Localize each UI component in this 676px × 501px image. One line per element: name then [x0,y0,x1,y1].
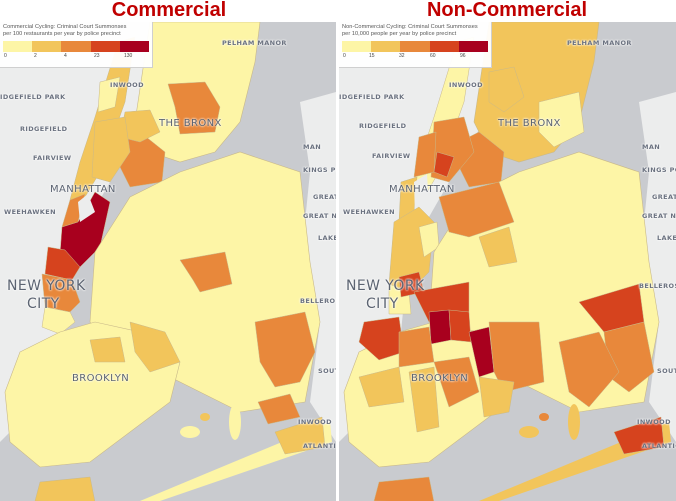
label-inwood: INWOOD [110,81,144,89]
legend-tick: 0 [343,53,346,59]
legend-tick: 60 [430,53,436,59]
legend-swatch-4 [429,41,459,52]
commercial-choropleth [0,22,336,501]
label-great-neck: GREAT NE [303,212,336,220]
label-pelham-manor: PELHAM MANOR [567,39,632,47]
non-commercial-title: Non-Commercial [426,0,588,21]
label-weehawken: WEEHAWKEN [4,208,56,216]
legend-swatch-4 [90,41,120,52]
label-fairview: FAIRVIEW [372,152,411,160]
label-brooklyn: BROOKLYN [411,373,469,384]
label-new-york: NEW YORK [346,278,425,294]
legend-tick: 4 [64,53,67,59]
label-kings-point: KINGS PC [642,166,676,174]
legend-title-line2: per 100 restaurants per year by police p… [3,30,121,37]
label-the-bronx: THE BRONX [498,118,561,129]
label-inwood-li: INWOOD [637,418,671,426]
label-manhattan: MANHATTAN [389,184,455,195]
legend-tick: 0 [4,53,7,59]
commercial-map[interactable]: Commercial Cycling: Criminal Court Summo… [0,22,336,501]
non-commercial-map[interactable]: Non-Commercial Cycling: Criminal Court S… [339,22,676,501]
label-city: CITY [366,296,399,312]
label-pelham-manor: PELHAM MANOR [222,39,287,47]
label-south: SOUT [657,367,676,375]
commercial-title: Commercial [111,0,227,21]
legend-tick: 23 [94,53,100,59]
label-bellerose: BELLEROSI [300,297,336,305]
legend-color-bar [342,41,489,52]
label-south: SOUT [318,367,336,375]
legend-swatch-5 [119,41,150,52]
legend-title-line1: Non-Commercial Cycling: Criminal Court S… [342,24,478,30]
label-great-neck: GREAT NE [642,212,676,220]
label-lake: LAKE [657,234,676,242]
legend-tick: 15 [369,53,375,59]
label-brooklyn: BROOKLYN [72,373,130,384]
label-city: CITY [27,296,60,312]
legend-ticks: 0 15 32 60 96 [342,52,488,60]
label-atlantic: ATLANTIC [303,442,336,450]
legend-swatch-3 [61,41,91,52]
legend-tick: 130 [124,53,133,59]
label-manhattan: MANHATTAN [50,184,116,195]
commercial-legend: Commercial Cycling: Criminal Court Summo… [0,22,153,68]
label-manhasset: MAN [642,143,661,151]
label-great: GREAT [652,193,676,201]
legend-swatch-3 [400,41,430,52]
legend-swatch-1 [342,41,372,52]
legend-tick: 96 [460,53,466,59]
label-weehawken: WEEHAWKEN [343,208,395,216]
label-kings-point: KINGS PC [303,166,336,174]
legend-swatch-2 [32,41,62,52]
label-ridgefield: RIDGEFIELD [20,125,68,133]
non-commercial-choropleth [339,22,676,501]
label-inwood-li: INWOOD [298,418,332,426]
label-great: GREAT [313,193,336,201]
label-lake: LAKE [318,234,336,242]
label-ridgefield-park: IDGEFIELD PARK [339,93,405,101]
legend-ticks: 0 2 4 23 130 [3,52,149,60]
label-the-bronx: THE BRONX [159,118,222,129]
legend-tick: 32 [399,53,405,59]
label-bellerose: BELLEROSI [639,282,676,290]
legend-swatch-2 [371,41,401,52]
label-manhasset: MAN [303,143,322,151]
legend-swatch-5 [458,41,489,52]
label-ridgefield-park: IDGEFIELD PARK [0,93,66,101]
label-inwood: INWOOD [449,81,483,89]
label-new-york: NEW YORK [7,278,86,294]
legend-swatch-1 [3,41,33,52]
legend-tick: 2 [34,53,37,59]
legend-title-line2: per 10,000 people per year by police pre… [342,30,457,37]
label-ridgefield: RIDGEFIELD [359,122,407,130]
label-fairview: FAIRVIEW [33,154,72,162]
label-atlantic: ATLANTIC [642,442,676,450]
legend-title-line1: Commercial Cycling: Criminal Court Summo… [3,24,127,30]
legend-color-bar [3,41,150,52]
non-commercial-legend: Non-Commercial Cycling: Criminal Court S… [339,22,492,68]
